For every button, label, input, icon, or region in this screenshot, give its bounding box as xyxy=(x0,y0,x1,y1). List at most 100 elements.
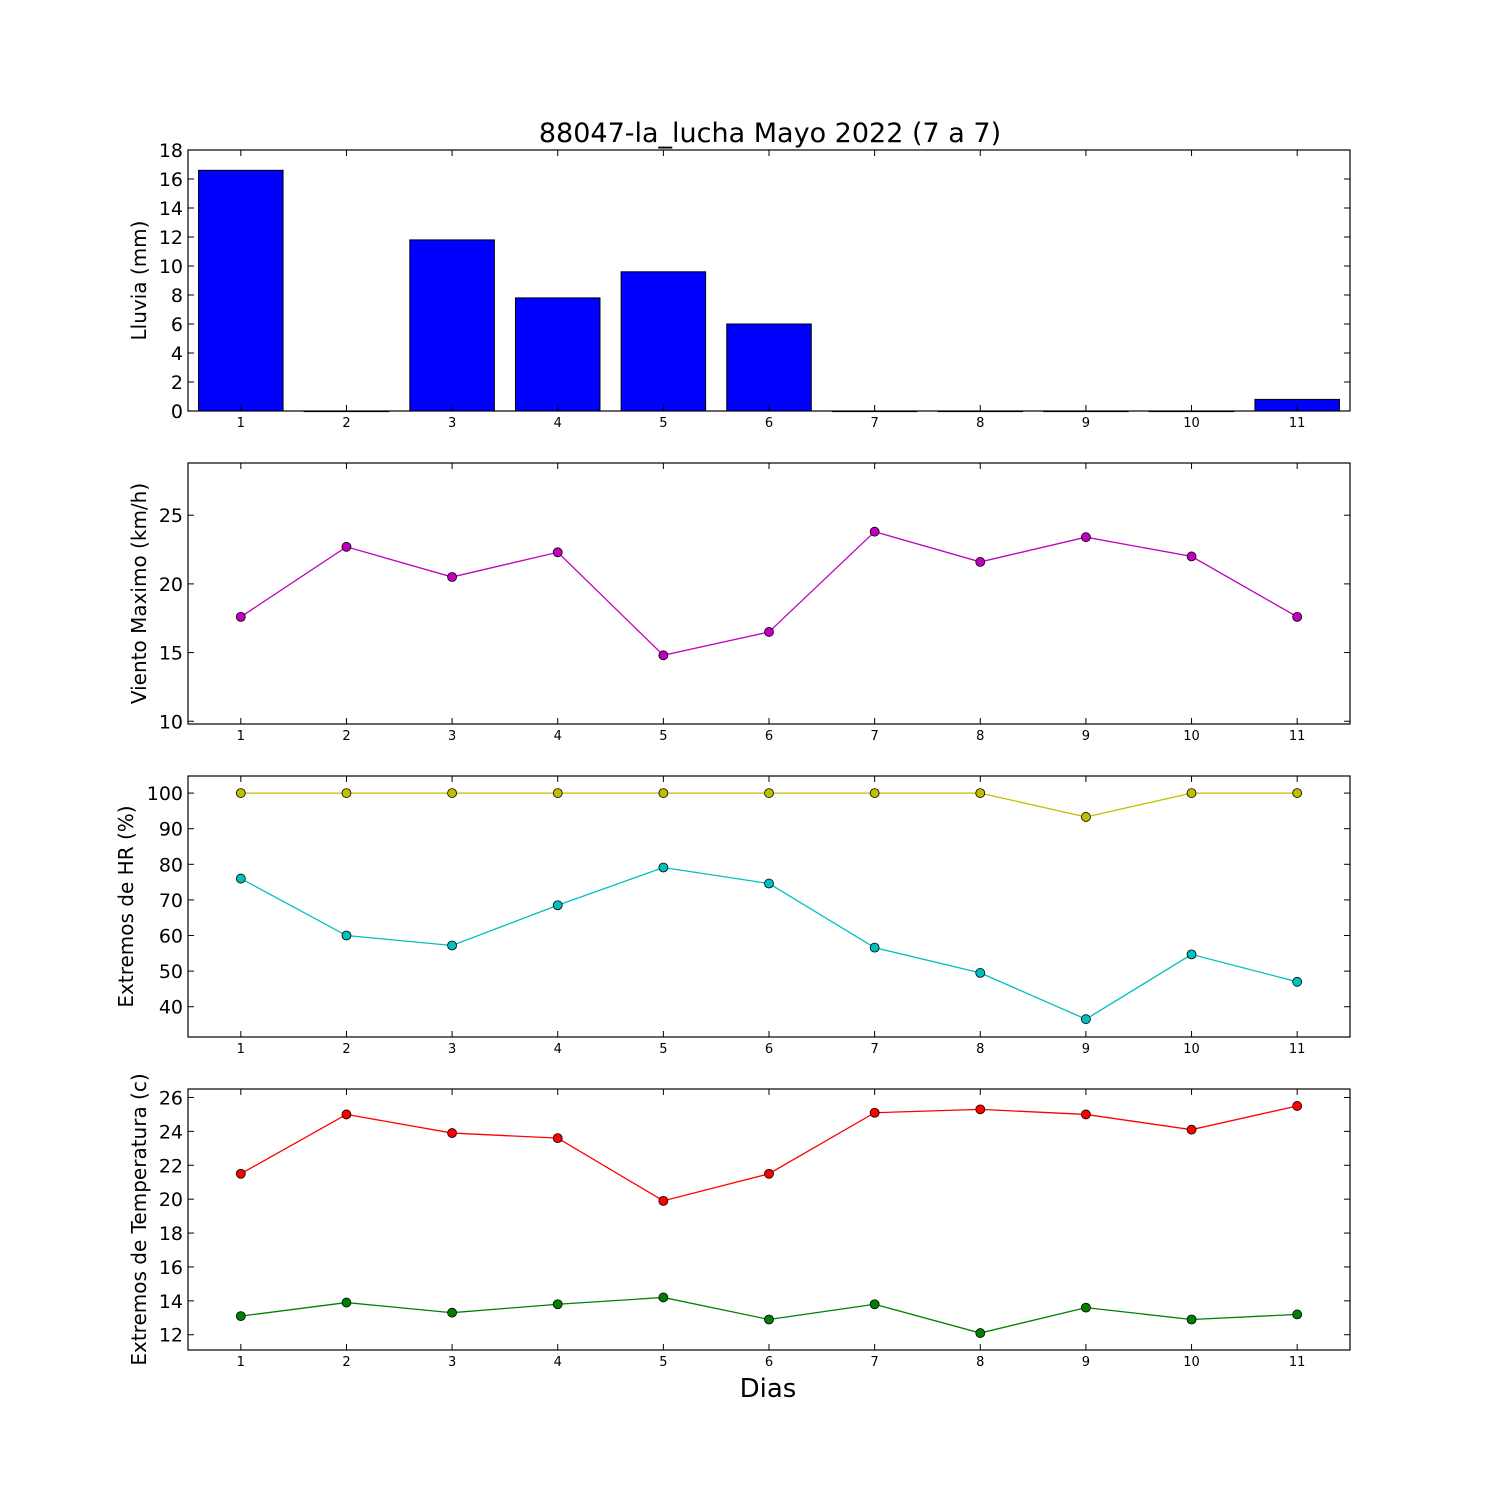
y-tick-label: 16 xyxy=(159,169,183,191)
x-tick-label: 2 xyxy=(342,1042,350,1057)
point-series-2-day-7 xyxy=(869,1299,880,1310)
point-series-1-day-2 xyxy=(341,541,352,552)
x-tick-label: 3 xyxy=(448,416,456,431)
y-tick-label: 10 xyxy=(159,256,183,278)
x-tick-label: 7 xyxy=(870,729,878,744)
y-tick-label: 18 xyxy=(159,1223,183,1245)
point-series-1-day-9 xyxy=(1081,532,1091,543)
y-tick-label: 25 xyxy=(159,505,183,527)
panel-3: 1 2 3 4 5 6 7 8 9 10 11 40 50 60 70 80 90 100 Extremos de … xyxy=(114,775,1351,1057)
x-tick-label: 11 xyxy=(1289,416,1306,431)
x-tick-label: 8 xyxy=(976,1355,984,1370)
x-tick-label: 3 xyxy=(448,1042,456,1057)
point-series-2-day-1 xyxy=(235,873,246,884)
x-tick-label: 4 xyxy=(554,1355,562,1370)
x-tick-label: 7 xyxy=(870,1042,878,1057)
bar-day-1 xyxy=(198,169,284,412)
point-series-1-day-1 xyxy=(235,611,246,622)
point-series-1-day-1 xyxy=(235,1168,246,1179)
y-tick-label: 10 xyxy=(159,711,183,733)
point-series-1-day-3 xyxy=(447,1128,457,1138)
point-series-2-day-3 xyxy=(447,1307,457,1318)
point-series-2-day-6 xyxy=(764,1314,774,1325)
x-tick-label: 4 xyxy=(554,729,562,744)
point-series-1-day-11 xyxy=(1292,788,1303,798)
x-tick-label: 4 xyxy=(554,416,562,431)
y-axis-label: Lluvia (mm) xyxy=(127,221,151,341)
point-series-1-day-8 xyxy=(975,1104,986,1115)
point-series-2-day-2 xyxy=(341,1297,352,1308)
y-tick-label: 2 xyxy=(171,372,183,394)
point-series-2-day-6 xyxy=(764,878,774,889)
point-series-1-day-3 xyxy=(447,572,457,582)
point-series-1-day-5 xyxy=(658,788,669,798)
point-series-1-day-9 xyxy=(1081,812,1091,822)
point-series-2-day-2 xyxy=(341,930,352,941)
x-tick-label: 6 xyxy=(765,729,773,744)
y-tick-label: 100 xyxy=(147,783,183,805)
y-tick-label: 26 xyxy=(159,1087,183,1109)
y-axis-label: Extremos de HR (%) xyxy=(114,805,138,1007)
x-tick-label: 5 xyxy=(659,1042,667,1057)
point-series-1-day-2 xyxy=(341,1109,352,1120)
x-tick-label: 4 xyxy=(554,1042,562,1057)
y-axis-label: Extremos de Temperatura (c) xyxy=(127,1073,151,1365)
point-series-1-day-11 xyxy=(1292,611,1303,622)
x-tick-label: 9 xyxy=(1082,416,1090,431)
point-series-2-day-5 xyxy=(658,1292,669,1303)
x-tick-label: 3 xyxy=(448,729,456,744)
x-tick-label: 6 xyxy=(765,1042,773,1057)
point-series-2-day-8 xyxy=(975,968,986,978)
y-tick-label: 14 xyxy=(159,198,183,220)
point-series-2-day-4 xyxy=(552,900,563,911)
point-series-2-day-10 xyxy=(1186,949,1197,960)
point-series-2-day-9 xyxy=(1081,1014,1091,1025)
y-tick-label: 22 xyxy=(159,1155,183,1177)
y-tick-label: 24 xyxy=(159,1121,183,1143)
y-tick-label: 14 xyxy=(159,1291,183,1313)
x-tick-label: 9 xyxy=(1082,1355,1090,1370)
point-series-2-day-11 xyxy=(1292,1309,1303,1320)
x-tick-label: 6 xyxy=(765,1355,773,1370)
y-tick-label: 20 xyxy=(159,574,183,596)
x-tick-label: 1 xyxy=(237,416,245,431)
y-axis-label: Viento Maximo (km/h) xyxy=(127,483,151,704)
point-series-2-day-11 xyxy=(1292,976,1303,987)
bar-day-4 xyxy=(514,297,601,412)
point-series-2-day-7 xyxy=(869,942,880,953)
point-series-1-day-6 xyxy=(764,788,774,798)
x-tick-label: 8 xyxy=(976,416,984,431)
y-tick-label: 20 xyxy=(159,1189,183,1211)
point-series-1-day-7 xyxy=(869,526,880,537)
x-tick-label: 8 xyxy=(976,1042,984,1057)
x-tick-label: 11 xyxy=(1289,1355,1306,1370)
panel-2: 1 2 3 4 5 6 7 8 9 10 11 10 15 20 25 Viento Maximo (km/h… xyxy=(127,462,1351,744)
point-series-1-day-10 xyxy=(1186,551,1197,562)
point-series-1-day-10 xyxy=(1186,1124,1197,1135)
plot-frame xyxy=(187,775,1351,1038)
x-tick-label: 1 xyxy=(237,729,245,744)
x-tick-label: 1 xyxy=(237,1355,245,1370)
point-series-1-day-7 xyxy=(869,788,880,798)
x-tick-label: 10 xyxy=(1183,416,1200,431)
point-series-1-day-5 xyxy=(658,1195,669,1206)
x-tick-label: 7 xyxy=(870,1355,878,1370)
bar-day-3 xyxy=(409,239,495,412)
x-tick-label: 10 xyxy=(1183,729,1200,744)
point-series-2-day-10 xyxy=(1186,1314,1197,1325)
point-series-2-day-3 xyxy=(447,940,457,951)
y-tick-label: 60 xyxy=(159,926,183,948)
x-tick-label: 5 xyxy=(659,1355,667,1370)
y-tick-label: 40 xyxy=(159,997,183,1019)
y-tick-label: 15 xyxy=(159,643,183,665)
series-line-2 xyxy=(240,866,1298,1020)
y-tick-label: 0 xyxy=(171,401,183,423)
point-series-2-day-8 xyxy=(975,1328,986,1338)
point-series-2-day-5 xyxy=(658,862,669,873)
y-tick-label: 70 xyxy=(159,890,183,912)
x-tick-label: 3 xyxy=(448,1355,456,1370)
y-tick-label: 12 xyxy=(159,1325,183,1347)
